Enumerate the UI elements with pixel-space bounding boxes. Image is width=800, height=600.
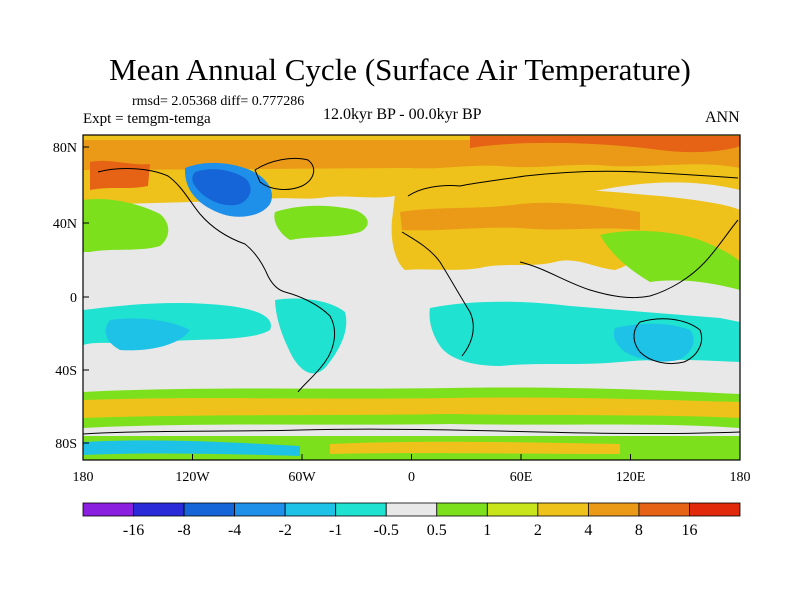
lon-tick-label: 120W — [175, 470, 210, 485]
coast-south-america — [284, 291, 336, 393]
coast-north-america — [97, 168, 286, 293]
colorbar-swatch — [436, 502, 488, 517]
field-southern-ocean-warm — [83, 397, 740, 418]
colorbar-label: 16 — [681, 522, 697, 539]
season-label: ANN — [705, 109, 740, 126]
coast-greenland — [254, 157, 315, 190]
field-arctic-hot — [470, 136, 740, 153]
colorbar-swatch — [82, 502, 134, 517]
colorbar: -16 -8 -4 -2 -1 -0.5 0.5 1 2 4 8 16 — [82, 502, 741, 539]
colorbar-label: -8 — [177, 522, 190, 539]
colorbar-swatch — [133, 502, 185, 517]
field-natlantic-green — [274, 205, 368, 240]
lat-tick-label: 40S — [55, 364, 77, 379]
field-arctic-warmer — [83, 140, 740, 170]
rmsd-diff-label: rmsd= 2.05368 diff= 0.777286 — [132, 94, 305, 109]
lat-tick-label: 0 — [70, 291, 77, 306]
colorbar-swatch — [335, 502, 387, 517]
chart-title: Mean Annual Cycle (Surface Air Temperatu… — [109, 52, 691, 87]
experiment-label: Expt = temgm-temga — [83, 111, 211, 127]
colorbar-label: 4 — [584, 522, 592, 539]
colorbar-label: -0.5 — [374, 522, 399, 539]
colorbar-label: 2 — [534, 522, 542, 539]
latitude-axis: 80N 40N 0 40S 80S — [53, 141, 89, 452]
lon-tick-label: 180 — [73, 470, 94, 485]
colorbar-swatch — [689, 502, 741, 517]
lon-tick-label: 0 — [408, 470, 415, 485]
colorbar-label: 1 — [483, 522, 491, 539]
coast-antarctica — [83, 428, 740, 435]
coastlines — [83, 157, 740, 435]
lat-tick-label: 80N — [53, 141, 77, 156]
colorbar-label: -4 — [228, 522, 241, 539]
coast-eurasia-north — [407, 170, 739, 197]
field-wpacific-green — [600, 230, 740, 290]
colorbar-swatch — [385, 502, 438, 517]
field-samerica-cool — [275, 298, 347, 374]
lat-tick-label: 80S — [55, 437, 77, 452]
colorbar-swatch — [638, 502, 690, 517]
colorbar-label: 8 — [635, 522, 643, 539]
lon-tick-label: 120E — [616, 470, 646, 485]
lon-tick-label: 60E — [510, 470, 533, 485]
lon-tick-label: 60W — [288, 470, 316, 485]
colorbar-swatch — [234, 502, 286, 517]
coast-africa — [401, 231, 474, 357]
period-label: 12.0kyr BP - 00.0kyr BP — [323, 106, 482, 123]
colorbar-swatch — [587, 502, 640, 517]
field-antarctic-warm — [330, 441, 620, 454]
coast-south-asia — [519, 219, 739, 299]
colorbar-label: -1 — [329, 522, 342, 539]
colorbar-swatch — [183, 502, 236, 517]
colorbar-label: -2 — [278, 522, 291, 539]
field-alaska-hot — [90, 160, 150, 190]
field-npacific-green — [83, 198, 169, 252]
field-antarctic-cool — [83, 440, 300, 456]
temperature-field — [83, 135, 740, 460]
lon-tick-label: 180 — [730, 470, 751, 485]
colorbar-swatch — [537, 502, 589, 517]
colorbar-swatch — [486, 502, 539, 517]
colorbar-label: 0.5 — [427, 522, 447, 539]
coast-australia — [633, 318, 703, 365]
field-laurentide-colder — [192, 169, 251, 206]
field-eurasia-warmer — [400, 202, 640, 231]
colorbar-label: -16 — [123, 522, 144, 539]
field-epacific-cooler — [105, 318, 190, 351]
longitude-axis: 180 120W 60W 0 60E 120E 180 — [73, 454, 751, 485]
lat-tick-label: 40N — [53, 217, 77, 232]
colorbar-swatch — [284, 502, 337, 517]
